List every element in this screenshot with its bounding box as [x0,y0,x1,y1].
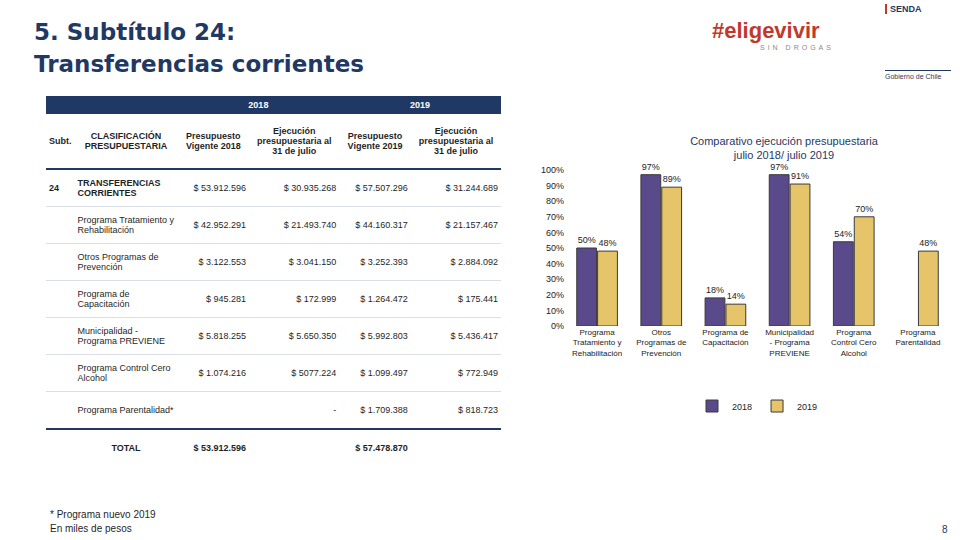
html-text:Programa Tratamiento y Rehabil: Programa Tratamiento y Rehabilitación [77,215,174,235]
svg-text:18%: 18% [706,285,724,295]
svg-text:90%: 90% [546,181,564,191]
html-text:CLASIFICACIÓN PRESUPUESTARIA: CLASIFICACIÓN PRESUPUESTARIA [84,131,168,151]
svg-text:OtrosProgramas dePrevención: OtrosProgramas dePrevención [636,328,687,358]
svg-text:70%: 70% [546,212,564,222]
html-text:Transferencias corrientes: Transferencias corrientes [34,51,364,77]
html-text:$ 5.992.803: $ 5.992.803 [360,331,408,341]
html-text:24: 24 [49,183,59,193]
svg-text:Comparativo ejecución presupue: Comparativo ejecución presupuestariajuli… [690,135,879,161]
svg-text:100%: 100% [541,165,564,175]
svg-text:70%: 70% [855,204,873,214]
html-text:$ 5077.224: $ 5077.224 [291,368,337,378]
html-text:$ 3.041.150: $ 3.041.150 [288,257,337,267]
svg-text:91%: 91% [791,171,809,181]
html-text:$ 44.160.317: $ 44.160.317 [355,220,408,230]
html-text:$ 42.952.291: $ 42.952.291 [193,220,247,230]
html-text:$ 31.244.689: $ 31.244.689 [445,183,498,193]
svg-text:50%: 50% [578,235,596,245]
svg-text:54%: 54% [834,229,852,239]
html-text:$ 772.949: $ 772.949 [458,368,498,378]
svg-text:Municipalidad- ProgramaPREVIEN: Municipalidad- ProgramaPREVIENE [765,328,814,358]
html-text:$ 5.650.350: $ 5.650.350 [288,331,337,341]
html-text:$ 1.264.472: $ 1.264.472 [360,294,408,304]
html-text:$ 1.709.388: $ 1.709.388 [360,405,408,415]
html-text:En miles de pesos: En miles de pesos [50,523,132,534]
svg-text:89%: 89% [663,174,681,184]
html-text:Programa Control Cero Alcohol: Programa Control Cero Alcohol [77,363,171,383]
svg-text:97%: 97% [642,162,660,172]
html-text:Municipalidad - Programa PREVI: Municipalidad - Programa PREVIENE [77,326,165,346]
html-text:$ 5.436.417: $ 5.436.417 [450,331,498,341]
html-text:* Programa nuevo 2019: * Programa nuevo 2019 [50,509,156,520]
html-text:$ 21.493.740: $ 21.493.740 [283,220,337,230]
svg-text:40%: 40% [546,259,564,269]
html-text:$ 21.157.467: $ 21.157.467 [445,220,498,230]
svg-text:ProgramaTratamiento yRehabilit: ProgramaTratamiento yRehabilitación [572,328,622,358]
svg-text:ProgramaParentalidad: ProgramaParentalidad [895,328,940,347]
html-text:#eligevivir: #eligevivir [712,18,820,43]
svg-text:2018: 2018 [732,402,752,412]
html-text:SIN DROGAS: SIN DROGAS [760,44,834,51]
html-text:$ 2.884.092: $ 2.884.092 [450,257,498,267]
html-text:Presupuesto Vigente 2019: Presupuesto Vigente 2019 [347,131,403,151]
html-text:5. Subtítulo 24:: 5. Subtítulo 24: [34,19,236,45]
svg-text:2019: 2019 [797,402,817,412]
svg-text:80%: 80% [546,196,564,206]
html-text:Presupuesto Vigente 2018: Presupuesto Vigente 2018 [185,131,241,151]
html-text:$ 175.441: $ 175.441 [458,294,498,304]
html-text:Ejecución presupuestaria al 31: Ejecución presupuestaria al 31 de julio [418,126,494,156]
html-text:Programa de Capacitación: Programa de Capacitación [77,289,130,309]
svg-text:14%: 14% [727,291,745,301]
html-text:$ 57.478.870: $ 57.478.870 [355,443,408,453]
html-text:Ejecución presupuestaria al 31: Ejecución presupuestaria al 31 de julio [256,126,332,156]
html-text:TOTAL: TOTAL [111,443,141,453]
svg-text:20%: 20% [546,290,564,300]
html-text:Subt.: Subt. [49,136,72,146]
html-text:Gobierno de Chile: Gobierno de Chile [885,73,942,80]
svg-text:50%: 50% [546,243,564,253]
html-text:2018: 2018 [248,100,269,110]
html-text:$ 57.507.296: $ 57.507.296 [355,183,408,193]
svg-text:Programa deCapacitación: Programa deCapacitación [702,328,749,347]
html-text:Otros Programas de Prevención: Otros Programas de Prevención [77,252,159,272]
html-text:Programa Parentalidad*: Programa Parentalidad* [77,405,174,415]
html-text:SENDA: SENDA [890,4,922,14]
html-text:$ 818.723: $ 818.723 [458,405,498,415]
html-text:$ 172.999: $ 172.999 [296,294,337,304]
svg-text:60%: 60% [546,228,564,238]
svg-text:ProgramaControl CeroAlcohol: ProgramaControl CeroAlcohol [831,328,877,358]
svg-text:48%: 48% [919,238,937,248]
svg-text:48%: 48% [599,238,617,248]
html-text:$ 5.818.255: $ 5.818.255 [198,331,247,341]
html-text:$ 53.912.596: $ 53.912.596 [193,183,247,193]
html-text:$ 3.252.393: $ 3.252.393 [360,257,408,267]
html-text:$ 945.281: $ 945.281 [206,294,247,304]
html-text:$ 1.099.497: $ 1.099.497 [360,368,408,378]
html-text:TRANSFERENCIAS CORRIENTES: TRANSFERENCIAS CORRIENTES [77,178,161,198]
svg-text:10%: 10% [546,306,564,316]
html-text:$ 30.935.268: $ 30.935.268 [283,183,337,193]
html-text:$ 53.912.596: $ 53.912.596 [193,443,247,453]
html-text:8: 8 [942,524,948,535]
html-text:$ 1.074.216: $ 1.074.216 [198,368,247,378]
html-text:2019: 2019 [410,100,431,110]
svg-text:97%: 97% [770,162,788,172]
html-text:$ 3.122.553: $ 3.122.553 [198,257,247,267]
svg-text:0%: 0% [551,321,564,331]
svg-text:30%: 30% [546,274,564,284]
